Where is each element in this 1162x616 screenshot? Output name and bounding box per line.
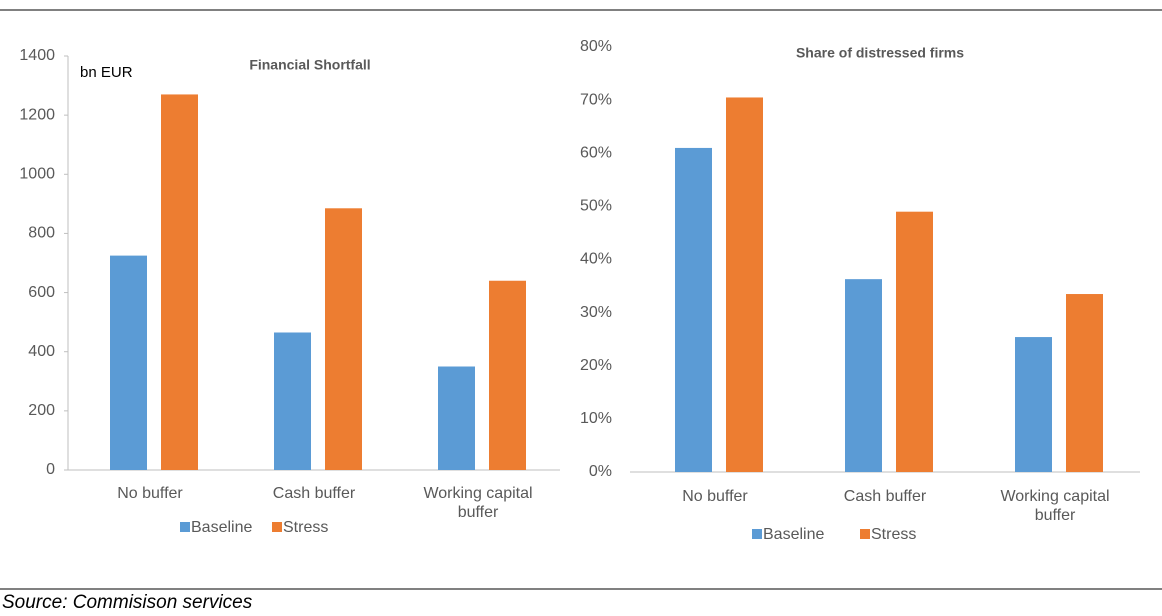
bar [110,255,147,470]
legend-swatch [180,522,190,532]
y-tick-label: 70% [580,91,612,108]
y-tick-label: 30% [580,304,612,321]
y-tick-label: 1000 [19,166,55,183]
legend-label: Stress [283,519,328,536]
y-tick-label: 600 [28,284,55,301]
y-tick-label: 1400 [19,47,55,64]
legend-label: Baseline [763,526,824,543]
bar [325,208,362,471]
source-note: Source: Commisison services [2,592,253,613]
x-tick-label: Cash buffer [272,485,356,502]
y-tick-label: 200 [28,402,55,419]
y-tick-label: 80% [580,38,612,55]
bar [845,279,882,472]
y-tick-label: 1200 [19,106,55,123]
x-tick-label: Cash buffer [843,488,927,505]
bar [1015,337,1052,472]
legend-swatch [860,529,870,539]
y-tick-label: 400 [28,343,55,360]
legend-swatch [752,529,762,539]
bar [438,366,475,470]
y-tick-label: 50% [580,198,612,215]
bar [1066,294,1103,472]
y-tick-label: 60% [580,144,612,161]
legend-label: Baseline [191,519,252,536]
x-tick-label: Working capital buffer [1000,488,1110,524]
y-tick-label: 10% [580,410,612,427]
y-tick-label: 20% [580,357,612,374]
legend-swatch [272,522,282,532]
chart-title: Share of distressed firms [796,45,964,61]
y-tick-label: 0% [589,463,612,480]
unit-label: bn EUR [80,64,133,81]
y-tick-label: 0 [46,461,55,478]
y-tick-label: 40% [580,251,612,268]
bar [161,94,198,470]
x-tick-label: No buffer [682,488,748,505]
x-tick-label: Working capital buffer [423,485,533,521]
x-tick-label: No buffer [117,485,183,502]
legend-label: Stress [871,526,916,543]
bar [274,332,311,470]
bar [726,97,763,472]
bar [675,147,712,472]
bar [489,280,526,470]
chart-title: Financial Shortfall [249,57,370,73]
bar [896,211,933,472]
y-tick-label: 800 [28,225,55,242]
